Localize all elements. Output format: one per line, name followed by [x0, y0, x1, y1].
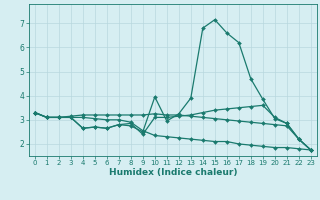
X-axis label: Humidex (Indice chaleur): Humidex (Indice chaleur) — [108, 168, 237, 177]
